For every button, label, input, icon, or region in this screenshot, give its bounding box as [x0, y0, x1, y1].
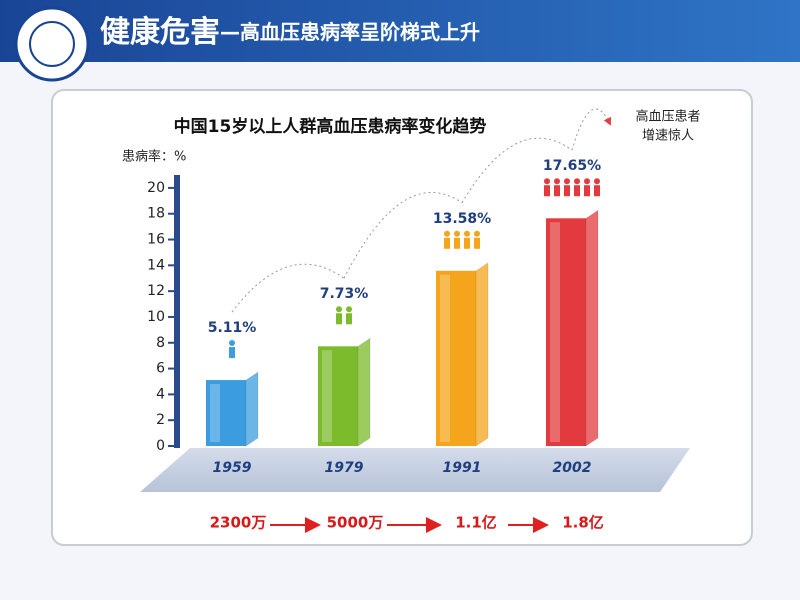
person-icon: [444, 230, 450, 237]
title-main: 健康危害: [100, 15, 220, 50]
x-tick-label: 2002: [553, 460, 592, 476]
person-icon: [464, 230, 470, 237]
patient-count: 1.1亿: [455, 514, 497, 532]
title-sub: —高血压患病率呈阶梯式上升: [220, 20, 480, 44]
person-icon: [229, 347, 235, 359]
bar: [206, 380, 246, 446]
annotation-line: 高血压患者: [635, 109, 700, 125]
person-icon: [544, 185, 550, 197]
y-tick-label: 0: [156, 438, 165, 454]
x-tick-label: 1959: [213, 460, 252, 476]
person-icon: [554, 178, 560, 185]
person-icon: [564, 178, 570, 185]
header-title: 健康危害—高血压患病率呈阶梯式上升: [100, 15, 480, 50]
y-tick-label: 10: [147, 309, 165, 325]
y-axis: [174, 175, 180, 448]
x-tick-label: 1979: [325, 460, 364, 476]
person-icon: [554, 185, 560, 197]
chart-title: 中国15岁以上人群高血压患病率变化趋势: [174, 116, 487, 137]
header-band: [0, 0, 800, 62]
person-icon: [464, 237, 470, 249]
value-label: 7.73%: [320, 286, 369, 302]
patient-count: 5000万: [327, 514, 384, 532]
value-label: 5.11%: [208, 320, 257, 336]
bar-side: [245, 371, 259, 447]
value-label: 17.65%: [543, 158, 601, 174]
y-tick-label: 14: [147, 257, 165, 273]
bar-highlight: [550, 222, 560, 442]
person-icon: [444, 237, 450, 249]
bar-side: [475, 261, 489, 447]
bar-top: [318, 338, 370, 347]
x-tick-label: 1991: [443, 460, 482, 476]
y-tick-label: 6: [156, 361, 165, 377]
person-icon: [584, 178, 590, 185]
person-icon: [574, 178, 580, 185]
bar: [546, 218, 586, 446]
person-icon: [474, 230, 480, 237]
bar-highlight: [210, 384, 220, 442]
y-tick-label: 4: [156, 386, 165, 402]
bar-highlight: [322, 350, 332, 442]
y-tick-label: 12: [147, 283, 165, 299]
bar-side: [585, 209, 599, 447]
person-icon: [564, 185, 570, 197]
person-icon: [346, 306, 352, 313]
value-label: 13.58%: [433, 211, 491, 227]
y-tick-label: 8: [156, 335, 165, 351]
patient-count: 2300万: [210, 514, 267, 532]
person-icon: [454, 237, 460, 249]
bar-top: [436, 262, 488, 271]
trend-arc: [461, 137, 573, 204]
y-tick-label: 2: [156, 412, 165, 428]
person-icon: [229, 340, 235, 347]
logo-ring: [29, 21, 75, 67]
y-tick-label: 16: [147, 232, 165, 248]
patient-count: 1.8亿: [562, 514, 604, 532]
person-icon: [594, 185, 600, 197]
logo: [14, 6, 90, 82]
person-icon: [336, 313, 342, 325]
person-icon: [346, 313, 352, 325]
person-icon: [474, 237, 480, 249]
bar: [318, 346, 358, 446]
person-icon: [574, 185, 580, 197]
annotation-line: 增速惊人: [642, 129, 694, 144]
person-icon: [594, 178, 600, 185]
y-tick-label: 18: [147, 206, 165, 222]
floor: [140, 448, 690, 492]
person-icon: [336, 306, 342, 313]
bar: [436, 270, 476, 446]
y-tick-label: 20: [147, 180, 165, 196]
bar-top: [206, 372, 258, 381]
person-icon: [584, 185, 590, 197]
y-axis-label: 患病率：%: [122, 149, 186, 165]
bar-side: [357, 337, 371, 447]
bar-top: [546, 210, 598, 219]
bar-highlight: [440, 274, 450, 442]
person-icon: [544, 178, 550, 185]
person-icon: [454, 230, 460, 237]
